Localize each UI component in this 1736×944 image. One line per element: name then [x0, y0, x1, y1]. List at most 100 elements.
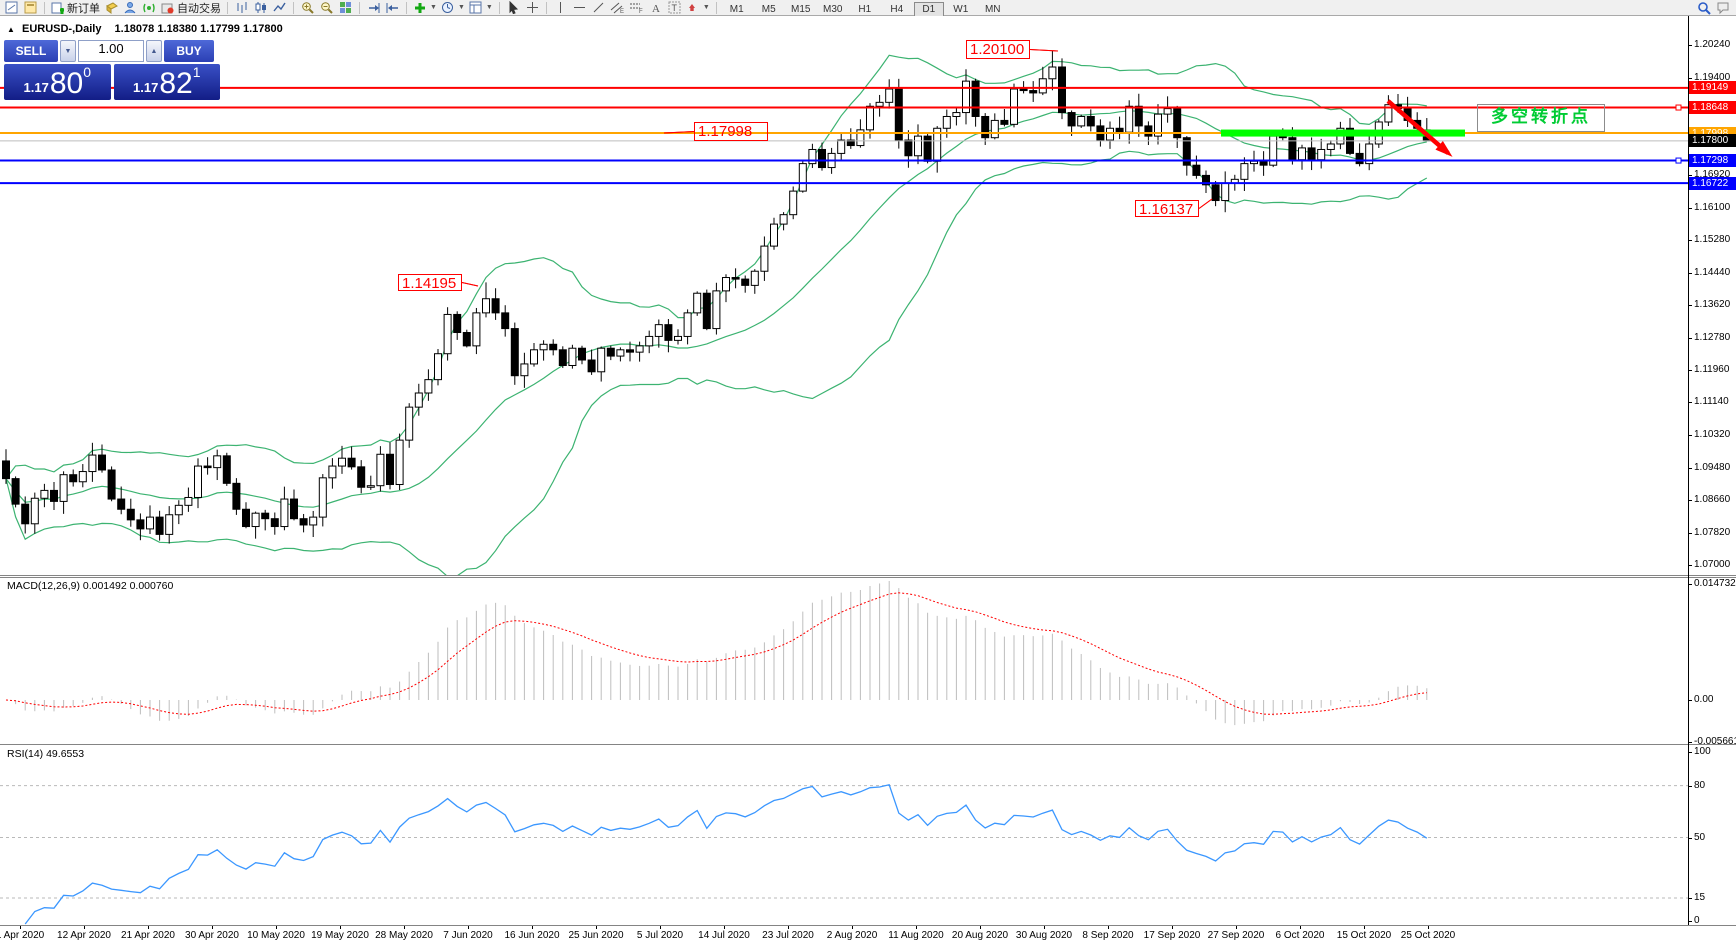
- new-order-button[interactable]: 新订单: [51, 0, 100, 16]
- auto-scroll-icon[interactable]: [365, 1, 382, 15]
- buy-button[interactable]: BUY: [164, 40, 214, 62]
- fibonacci-icon[interactable]: F: [628, 1, 645, 15]
- timeframe-button-m1[interactable]: M1: [729, 3, 744, 15]
- chevron-down-icon: ▼: [430, 4, 437, 11]
- svg-text:T: T: [671, 3, 677, 13]
- date-axis[interactable]: 1 Apr 2020 12 Apr 2020 21 Apr 2020 30 Apr 2…: [0, 926, 1736, 944]
- cursor-icon[interactable]: [505, 1, 522, 15]
- signals-icon[interactable]: [141, 1, 158, 15]
- candlestick-chart-icon[interactable]: [252, 1, 269, 15]
- axis-tick: [1688, 584, 1692, 585]
- date-tick: [148, 926, 149, 929]
- axis-tick: [1688, 565, 1692, 567]
- price-macd-splitter[interactable]: [0, 575, 1736, 576]
- date-tick: [980, 926, 981, 929]
- one-click-trading-panel: SELL ▼ 1.00 ▲ BUY 1.17 80 0 1.17 82 1: [4, 40, 220, 100]
- community-icon[interactable]: [122, 1, 139, 15]
- date-tick: [916, 926, 917, 929]
- date-label: 25 Jun 2020: [568, 930, 624, 941]
- buy-price-box[interactable]: 1.17 82 1: [113, 64, 220, 100]
- auto-trading-icon: [161, 3, 174, 14]
- price-level-badge: 1.18648: [1689, 101, 1736, 115]
- crosshair-icon[interactable]: [524, 1, 541, 15]
- axis-tick: [1688, 338, 1692, 339]
- zoom-out-icon[interactable]: [318, 1, 335, 15]
- price-callout[interactable]: 1.16137: [1135, 200, 1199, 218]
- timeframe-button-d1[interactable]: D1: [913, 1, 944, 17]
- periods-button[interactable]: ▼: [441, 1, 465, 14]
- price-tick-label: 1.08660: [1694, 493, 1731, 505]
- price-axis-line: [1688, 16, 1689, 925]
- profiles-icon[interactable]: [22, 1, 39, 15]
- date-tick: [404, 926, 405, 929]
- date-label: 15 Oct 2020: [1336, 930, 1392, 941]
- vertical-line-icon[interactable]: [552, 1, 569, 15]
- price-tick-label: 1.11140: [1694, 396, 1729, 408]
- chart-shift-icon[interactable]: [384, 1, 401, 15]
- one-click-collapse-triangle[interactable]: ▲: [7, 25, 15, 34]
- timeframe-button-m5[interactable]: M5: [761, 3, 776, 15]
- volume-input[interactable]: 1.00: [78, 40, 144, 62]
- timeframe-button-w1[interactable]: W1: [953, 3, 969, 15]
- annotation-text[interactable]: 多空转折点: [1477, 104, 1605, 132]
- tile-windows-icon[interactable]: [337, 1, 354, 15]
- date-label: 10 May 2020: [247, 930, 305, 941]
- macd-panel[interactable]: [0, 578, 1688, 744]
- zoom-in-icon[interactable]: [299, 1, 316, 15]
- timeframe-button-h1[interactable]: H1: [858, 3, 872, 15]
- axis-tick: [1688, 898, 1692, 900]
- toolbar-separator: [359, 1, 360, 14]
- price-tick-label: 1.09480: [1694, 461, 1731, 473]
- axis-tick: [1688, 370, 1692, 372]
- price-callout[interactable]: 1.20100: [966, 40, 1030, 59]
- sell-price-box[interactable]: 1.17 80 0: [4, 64, 111, 100]
- date-tick: [1044, 926, 1045, 929]
- axis-tick: [1688, 239, 1692, 241]
- templates-button[interactable]: ▼: [469, 1, 493, 14]
- date-label: 6 Oct 2020: [1275, 930, 1325, 941]
- date-label: 30 Apr 2020: [185, 930, 239, 941]
- ohlc-values: 1.18078 1.18380 1.17799 1.17800: [114, 23, 283, 35]
- line-chart-icon[interactable]: [271, 1, 288, 15]
- axis-tick: [1688, 742, 1692, 743]
- timeframe-button-h4[interactable]: H4: [890, 3, 904, 15]
- rsi-panel[interactable]: [0, 746, 1688, 925]
- text-label-icon[interactable]: T: [666, 1, 683, 15]
- market-watch-icon[interactable]: [103, 1, 120, 15]
- date-label: 28 May 2020: [375, 930, 433, 941]
- new-chart-icon[interactable]: [3, 1, 20, 15]
- price-tick-label: 1.14440: [1694, 266, 1731, 278]
- channel-icon[interactable]: E: [609, 1, 626, 15]
- timeframe-button-mn[interactable]: MN: [984, 3, 1001, 15]
- date-tick: [340, 926, 341, 929]
- timeframe-button-m30[interactable]: M30: [823, 3, 843, 15]
- chevron-down-icon: ▼: [485, 4, 493, 11]
- timeframe-button-m15[interactable]: M15: [791, 3, 811, 15]
- rsi-tick-label: 80: [1694, 779, 1706, 791]
- horizontal-line-icon[interactable]: [571, 1, 588, 15]
- date-tick: [1300, 926, 1301, 929]
- chat-icon[interactable]: [1714, 1, 1731, 15]
- macd-tick-label: -0.005661: [1694, 736, 1736, 747]
- price-callout[interactable]: 1.17998: [694, 122, 768, 141]
- bar-chart-icon[interactable]: [233, 1, 250, 15]
- price-tick-label: 1.15280: [1694, 233, 1731, 245]
- price-callout[interactable]: 1.14195: [398, 274, 462, 292]
- price-chart[interactable]: [0, 16, 1688, 575]
- indicators-button[interactable]: ▼: [413, 1, 437, 14]
- auto-trading-button[interactable]: 自动交易: [161, 0, 221, 16]
- date-tick: [1364, 926, 1365, 929]
- axis-tick: [1688, 700, 1692, 701]
- volume-increase-button[interactable]: ▲: [146, 40, 162, 62]
- macd-rsi-splitter[interactable]: [0, 744, 1736, 745]
- rsi-label: RSI(14) 49.6553: [7, 748, 85, 760]
- axis-tick: [1688, 532, 1692, 534]
- trendline-icon[interactable]: [590, 1, 607, 15]
- date-label: 20 Aug 2020: [951, 930, 1009, 941]
- sell-button[interactable]: SELL: [4, 40, 58, 62]
- arrows-button[interactable]: ▼: [686, 1, 710, 14]
- text-icon[interactable]: A: [647, 1, 664, 15]
- search-icon[interactable]: [1695, 1, 1712, 15]
- volume-decrease-button[interactable]: ▼: [60, 40, 76, 62]
- toolbar-separator: [498, 1, 500, 14]
